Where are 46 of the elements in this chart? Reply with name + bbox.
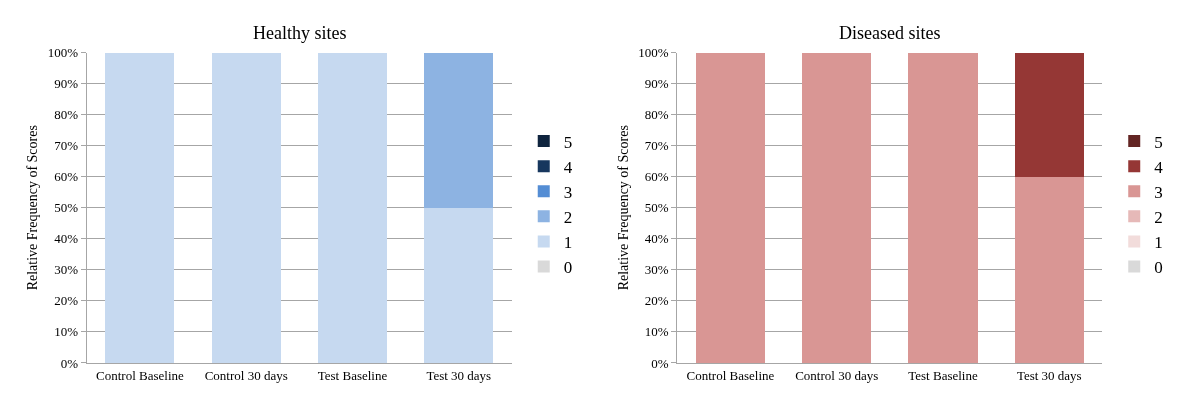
- y-tick-label: 80%: [54, 107, 79, 123]
- y-tick-label: 20%: [54, 293, 79, 309]
- legend-label: 2: [563, 207, 573, 227]
- y-tick-label: 60%: [54, 169, 79, 185]
- y-tick-label: 90%: [644, 76, 669, 92]
- y-tick-label: 60%: [644, 169, 669, 185]
- legend-label: 0: [563, 258, 573, 278]
- chart-title: Diseased sites: [839, 23, 941, 43]
- y-tick-label: 80%: [644, 107, 669, 123]
- legend-label: 5: [563, 132, 573, 152]
- x-tick-label: Control Baseline: [686, 367, 775, 383]
- legend-label: 2: [1154, 207, 1163, 227]
- y-tick-label: 50%: [54, 200, 79, 216]
- legend-label: 1: [1154, 233, 1163, 253]
- y-tick-label: 50%: [644, 200, 669, 216]
- x-tick-label: Test 30 days: [1016, 367, 1082, 383]
- y-tick-label: 0%: [60, 355, 79, 371]
- y-axis-title: Relative Frequency of Scores: [25, 125, 41, 291]
- x-tick-label: Control Baseline: [96, 367, 185, 383]
- y-tick-label: 100%: [47, 45, 79, 61]
- chart-title: Healthy sites: [253, 23, 347, 43]
- y-tick-label: 20%: [644, 293, 669, 309]
- y-tick-label: 90%: [54, 76, 79, 92]
- legend-label: 3: [563, 182, 573, 202]
- x-tick-label: Test Baseline: [317, 367, 388, 383]
- x-tick-label: Test 30 days: [426, 367, 492, 383]
- y-tick-label: 70%: [644, 138, 669, 154]
- legend-label: 1: [563, 233, 573, 253]
- y-tick-label: 40%: [644, 231, 669, 247]
- y-tick-label: 0%: [651, 355, 669, 371]
- y-tick-label: 10%: [54, 324, 79, 340]
- y-axis-title: Relative Frequency of Scores: [615, 125, 631, 291]
- legend-label: 4: [1154, 157, 1164, 177]
- y-tick-label: 40%: [54, 231, 79, 247]
- y-tick-label: 10%: [644, 324, 669, 340]
- y-tick-label: 70%: [54, 138, 79, 154]
- legend-label: 3: [1154, 182, 1163, 202]
- x-tick-label: Control 30 days: [795, 367, 879, 383]
- y-tick-label: 100%: [638, 45, 669, 61]
- legend-label: 0: [1154, 258, 1163, 278]
- legend-label: 5: [1154, 132, 1163, 152]
- x-tick-label: Test Baseline: [908, 367, 978, 383]
- legend-label: 4: [563, 157, 573, 177]
- x-tick-label: Control 30 days: [204, 367, 288, 383]
- y-tick-label: 30%: [644, 262, 669, 278]
- y-tick-label: 30%: [54, 262, 79, 278]
